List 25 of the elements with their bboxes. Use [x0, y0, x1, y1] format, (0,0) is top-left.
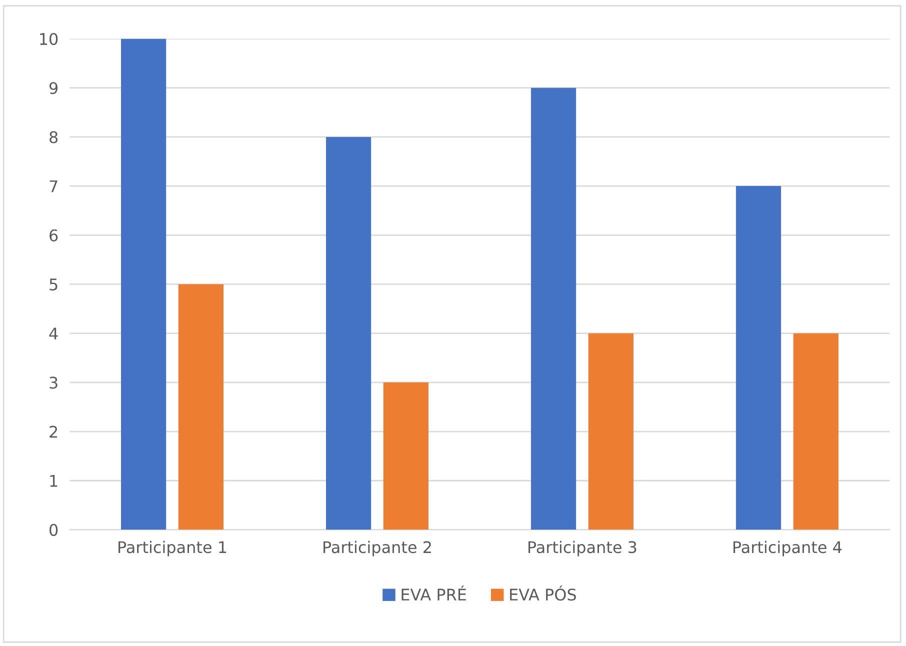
y-tick-label: 8	[50, 131, 58, 144]
y-tick-label: 7	[50, 180, 58, 192]
bar	[121, 38, 166, 530]
x-tick-label: Participante 2	[324, 540, 431, 556]
legend-label: EVA PRÉ	[402, 586, 466, 600]
bar	[588, 333, 634, 530]
legend-label: EVA PÓS	[510, 586, 576, 601]
x-tick-label: Participante 4	[733, 540, 842, 556]
x-tick-label: Participante 3	[528, 540, 636, 556]
y-tick-label: 5	[50, 278, 58, 291]
y-tick-label: 1	[50, 475, 58, 487]
bar	[530, 88, 576, 530]
y-tick-label: 6	[50, 229, 58, 242]
y-tick-label: 4	[49, 328, 58, 340]
y-tick-label: 2	[50, 426, 58, 438]
y-tick-label: 0	[50, 524, 58, 536]
bar	[383, 382, 428, 530]
y-tick-label: 10	[40, 32, 58, 46]
bar	[178, 284, 224, 530]
bar	[736, 186, 782, 530]
x-tick-label: Participante 1	[118, 540, 226, 556]
y-tick-label: 3	[50, 376, 58, 389]
y-tick-label: 9	[49, 82, 58, 94]
bar	[793, 333, 838, 530]
bar	[326, 136, 372, 530]
